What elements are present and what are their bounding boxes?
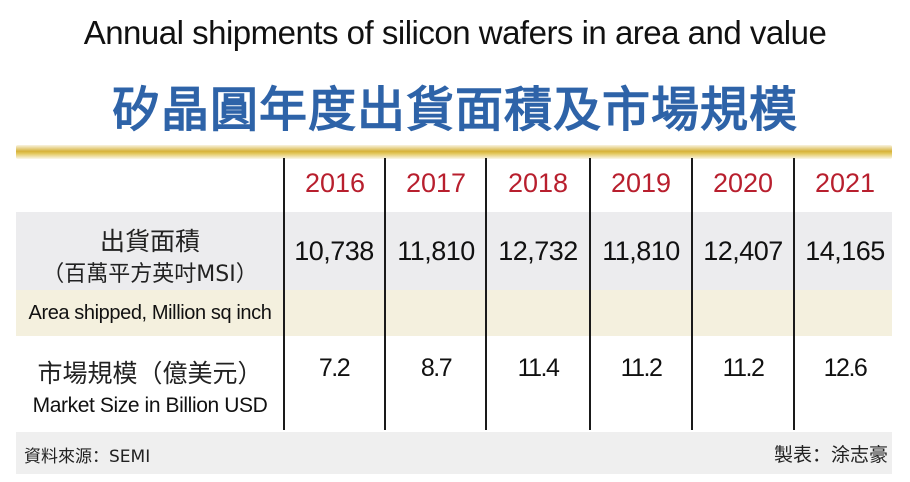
column-divider xyxy=(589,158,591,430)
gold-divider xyxy=(16,145,892,159)
footer-band xyxy=(16,432,892,474)
area-value-2017: 11,810 xyxy=(397,236,475,266)
area-row-band xyxy=(16,212,892,290)
year-header-2017: 2017 xyxy=(405,168,467,198)
chart-title-chinese: 矽晶圓年度出貨面積及市場規模 xyxy=(111,82,798,138)
column-divider xyxy=(283,158,285,430)
market-value-2021: 12.6 xyxy=(823,354,868,382)
market-value-2020: 11.2 xyxy=(722,354,765,382)
column-divider xyxy=(485,158,487,430)
area-label-zh-line2: （百萬平方英吋MSI） xyxy=(42,262,258,287)
market-value-2017: 8.7 xyxy=(420,354,453,382)
market-label-zh: 市場規模（億美元） xyxy=(37,359,263,388)
area-row-english-band xyxy=(16,290,892,336)
column-divider xyxy=(691,158,693,430)
area-value-2018: 12,732 xyxy=(498,236,578,266)
chart-title-english: Annual shipments of silicon wafers in ar… xyxy=(83,14,827,51)
year-header-2019: 2019 xyxy=(610,168,672,198)
year-header-2021: 2021 xyxy=(814,168,876,198)
area-value-2021: 14,165 xyxy=(805,236,885,266)
area-value-2019: 11,810 xyxy=(602,236,680,266)
area-label-zh-line1: 出貨面積 xyxy=(99,227,200,256)
credit-note: 製表：涂志豪 xyxy=(773,444,888,466)
market-label-english: Market Size in Billion USD xyxy=(32,394,268,417)
column-divider xyxy=(793,158,795,430)
year-header-2016: 2016 xyxy=(304,168,366,198)
year-header-2018: 2018 xyxy=(507,168,569,198)
source-note: 資料來源：SEMI xyxy=(24,447,151,467)
year-header-2020: 2020 xyxy=(712,168,774,198)
area-value-2020: 12,407 xyxy=(703,236,783,266)
market-value-2019: 11.2 xyxy=(620,354,663,382)
market-value-2018: 11.4 xyxy=(517,354,560,382)
column-divider xyxy=(384,158,386,430)
area-label-english: Area shipped, Million sq inch xyxy=(28,302,272,324)
market-value-2016: 7.2 xyxy=(318,354,351,382)
area-value-2016: 10,738 xyxy=(294,236,374,266)
